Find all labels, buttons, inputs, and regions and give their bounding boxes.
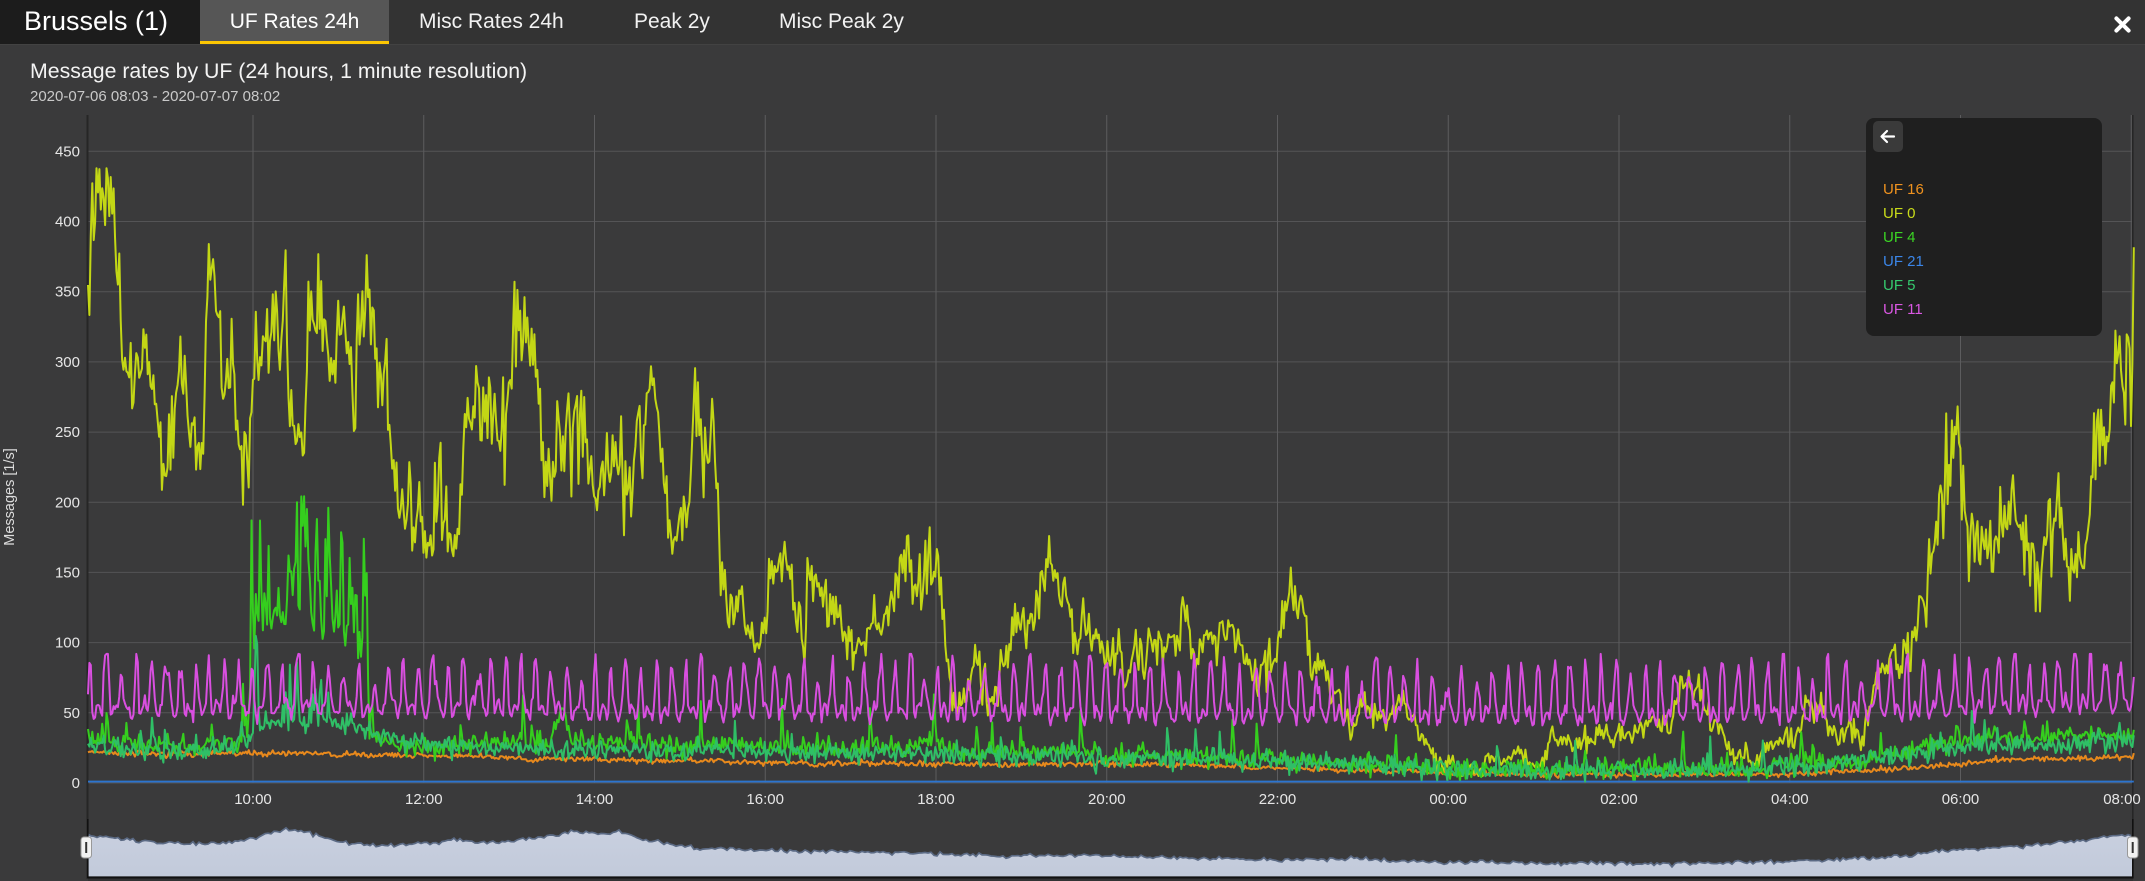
svg-text:00:00: 00:00 [1429,791,1467,808]
svg-text:16:00: 16:00 [746,791,784,808]
svg-text:06:00: 06:00 [1942,791,1980,808]
svg-text:02:00: 02:00 [1600,791,1638,808]
svg-text:08:00: 08:00 [2103,791,2141,808]
svg-text:450: 450 [55,143,80,160]
svg-text:350: 350 [55,284,80,301]
svg-text:10:00: 10:00 [234,791,272,808]
svg-text:0: 0 [72,775,80,792]
svg-text:Messages [1/s]: Messages [1/s] [2,448,18,546]
svg-text:22:00: 22:00 [1259,791,1297,808]
svg-text:200: 200 [55,494,80,511]
svg-text:100: 100 [55,635,80,652]
svg-text:400: 400 [55,214,80,231]
svg-text:20:00: 20:00 [1088,791,1126,808]
svg-text:12:00: 12:00 [405,791,443,808]
svg-text:04:00: 04:00 [1771,791,1809,808]
svg-text:14:00: 14:00 [576,791,614,808]
svg-text:300: 300 [55,354,80,371]
svg-text:50: 50 [63,705,80,722]
svg-text:250: 250 [55,424,80,441]
svg-text:150: 150 [55,564,80,581]
svg-text:18:00: 18:00 [917,791,955,808]
